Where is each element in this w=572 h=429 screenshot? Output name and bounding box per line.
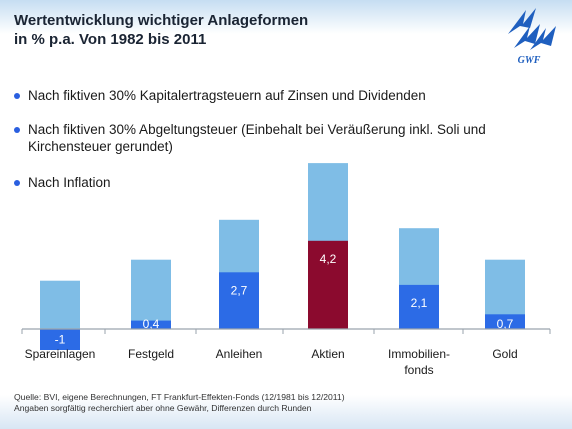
data-label-festgeld: 0,4: [143, 317, 160, 331]
logo-text: GWF: [518, 55, 541, 66]
data-label-spareinlagen: -1: [55, 333, 66, 347]
bar-light-festgeld: [131, 259, 171, 329]
footer: Quelle: BVI, eigene Berechnungen, FT Fra…: [14, 392, 554, 414]
category-label-gold: Gold: [492, 347, 517, 361]
bar-dark-festgeld: [131, 320, 171, 329]
bar-dark-spareinlagen: [40, 329, 80, 350]
category-label-festgeld: Festgeld: [128, 347, 174, 361]
bar-dark-immobilien-fonds: [399, 284, 439, 329]
category-label-immobilien-fonds: Immobilien-: [388, 347, 450, 361]
source-note: Quelle: BVI, eigene Berechnungen, FT Fra…: [14, 392, 345, 402]
data-label-gold: 0,7: [497, 317, 514, 331]
data-label-immobilien-fonds: 2,1: [411, 296, 428, 310]
data-label-aktien: 4,2: [320, 252, 337, 266]
data-label-anleihen: 2,7: [231, 283, 248, 297]
chart-title: Wertentwicklung wichtiger Anlageformen i…: [14, 12, 309, 48]
bar-dark-aktien: [308, 240, 348, 329]
bullet-dot-icon: [14, 93, 20, 100]
category-label-anleihen: Anleihen: [216, 347, 263, 361]
bar-dark-gold: [485, 314, 525, 329]
legend-item-inflation: Nach Inflation: [14, 174, 538, 191]
bullet-dot-icon: [14, 127, 20, 134]
category-label-spareinlagen: Spareinlagen: [25, 347, 96, 361]
bar-light-spareinlagen: [40, 280, 80, 329]
legend-item-kapitalertragsteuer: Nach fiktiven 30% Kapitalertragsteuern a…: [14, 87, 538, 104]
category-label-immobilien-fonds-1: fonds: [404, 363, 433, 377]
gwf-logo: GWF: [508, 8, 556, 66]
legend-item-abgeltungsteuer: Nach fiktiven 30% Abgeltungsteuer (Einbe…: [14, 121, 538, 155]
bar-dark-anleihen: [219, 272, 259, 329]
gwf-logo-icon: [508, 8, 556, 50]
category-label-aktien: Aktien: [311, 347, 344, 361]
bullet-dot-icon: [14, 180, 20, 187]
disclaimer-note: Angaben sorgfältig recherchiert aber ohn…: [14, 403, 312, 413]
